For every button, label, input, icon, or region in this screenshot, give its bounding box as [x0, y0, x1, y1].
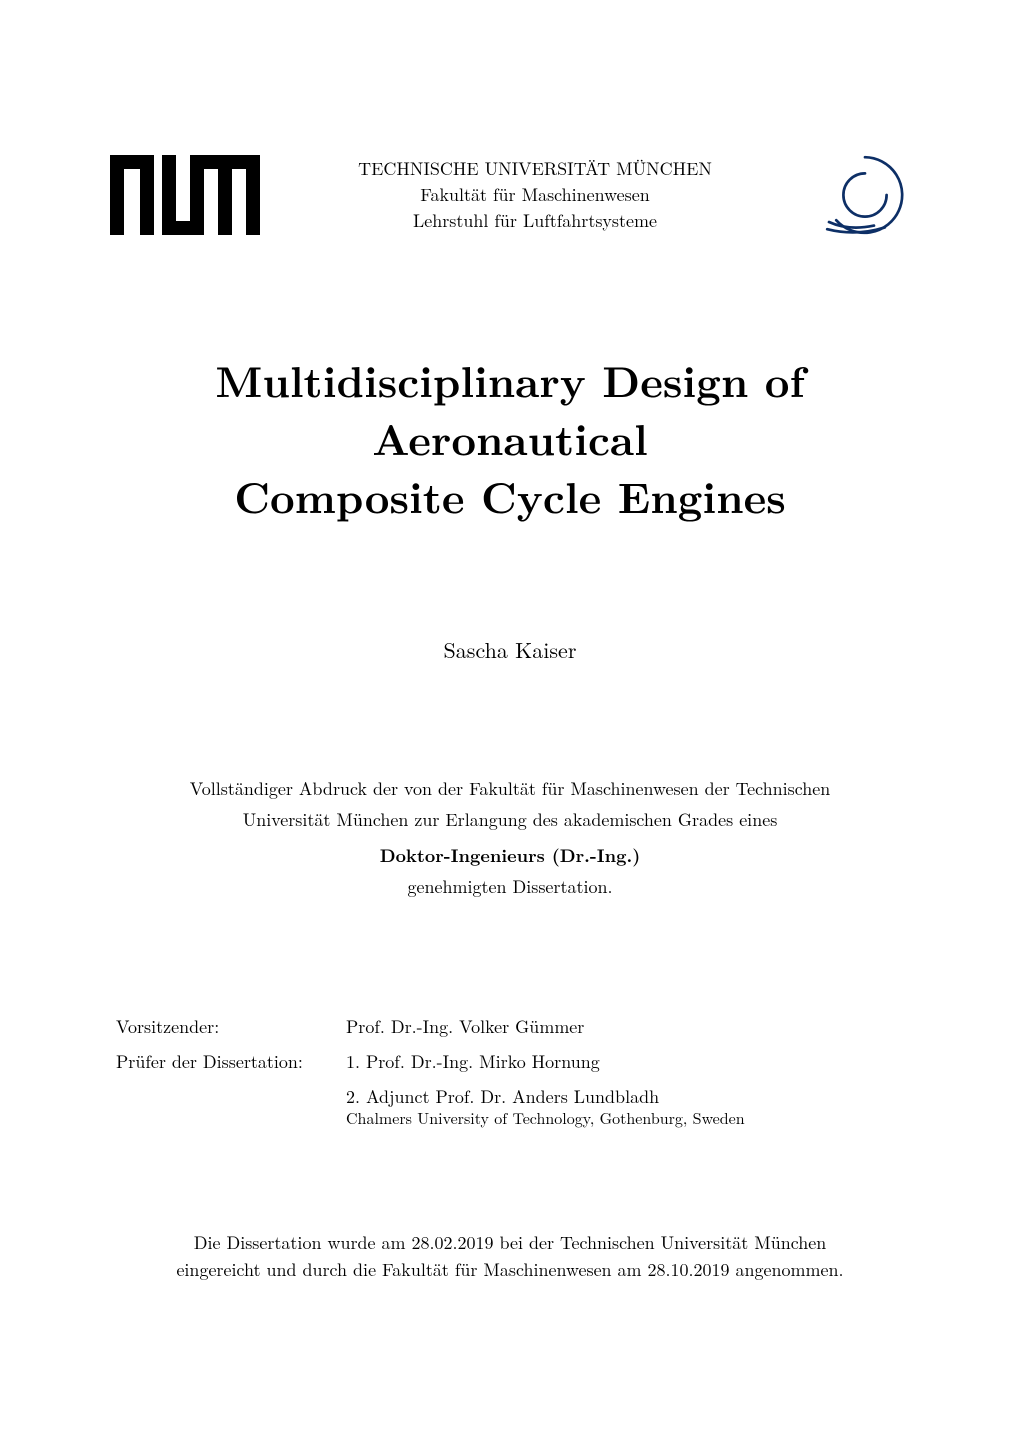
institution-block: TECHNISCHE UNIVERSITÄT MÜNCHEN Fakultät …: [260, 156, 810, 234]
chair-name: Prof. Dr.-Ing. Volker Gümmer: [346, 1009, 910, 1044]
submission-line: eingereicht und durch die Fakultät für M…: [110, 1256, 910, 1283]
author-name: Sascha Kaiser: [110, 634, 910, 665]
title-line: Multidisciplinary Design of: [110, 350, 910, 408]
declaration-line: Universität München zur Erlangung des ak…: [110, 806, 910, 833]
examiner2-block: 2. Adjunct Prof. Dr. Anders Lundbladh Ch…: [346, 1079, 910, 1129]
approved-text: genehmigten Dissertation.: [110, 874, 910, 899]
dissertation-title: Multidisciplinary Design of Aeronautical…: [110, 350, 910, 524]
examiner1-name: 1. Prof. Dr.-Ing. Mirko Hornung: [346, 1044, 910, 1079]
institution-line: TECHNISCHE UNIVERSITÄT MÜNCHEN: [278, 156, 792, 182]
submission-line: Die Dissertation wurde am 28.02.2019 bei…: [110, 1229, 910, 1256]
degree-title: Doktor-Ingenieurs (Dr.-Ing.): [110, 843, 910, 868]
declaration-block: Vollständiger Abdruck der von der Fakult…: [110, 775, 910, 899]
chair-label: Vorsitzender:: [116, 1009, 346, 1044]
examiners-label: Prüfer der Dissertation:: [116, 1044, 346, 1079]
committee-examiner1-row: Prüfer der Dissertation: 1. Prof. Dr.-In…: [116, 1044, 910, 1079]
title-line: Aeronautical: [110, 408, 910, 466]
tum-logo: [110, 155, 260, 235]
submission-note: Die Dissertation wurde am 28.02.2019 bei…: [110, 1229, 910, 1283]
committee-chair-row: Vorsitzender: Prof. Dr.-Ing. Volker Gümm…: [116, 1009, 910, 1044]
lls-logo: [810, 150, 910, 240]
institution-line: Lehrstuhl für Luftfahrtsysteme: [278, 208, 792, 234]
committee-examiner2-row: 2. Adjunct Prof. Dr. Anders Lundbladh Ch…: [116, 1079, 910, 1129]
examiner2-affiliation: Chalmers University of Technology, Gothe…: [346, 1108, 910, 1129]
header-row: TECHNISCHE UNIVERSITÄT MÜNCHEN Fakultät …: [110, 150, 910, 240]
title-page: TECHNISCHE UNIVERSITÄT MÜNCHEN Fakultät …: [0, 0, 1020, 1442]
committee-block: Vorsitzender: Prof. Dr.-Ing. Volker Gümm…: [116, 1009, 910, 1129]
title-line: Composite Cycle Engines: [110, 466, 910, 524]
declaration-line: Vollständiger Abdruck der von der Fakult…: [110, 775, 910, 802]
institution-line: Fakultät für Maschinenwesen: [278, 182, 792, 208]
